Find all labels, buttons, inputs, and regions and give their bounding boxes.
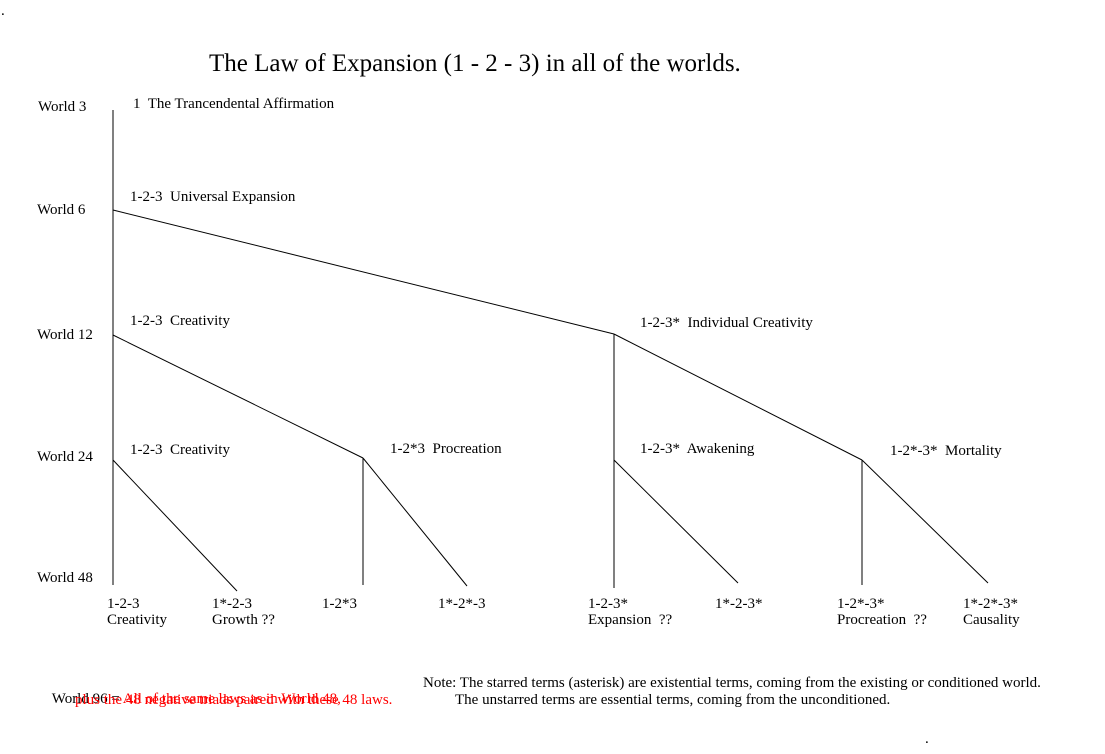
leaf-triad: 1-2*3	[322, 596, 357, 612]
leaf-term: Causality	[963, 612, 1020, 628]
leaf-term: Expansion ??	[588, 612, 673, 628]
leaf-triad: 1*-2*-3	[438, 596, 486, 612]
world-label-world-6: World 6	[37, 202, 86, 218]
leaf-term: Growth ??	[212, 612, 275, 628]
leaf-triad: 1*-2*-3*	[963, 596, 1018, 612]
world96-footnote-line1: World 96 = All of the same laws as in Wo…	[37, 675, 341, 723]
world96-footnote-prefix: World 96 =	[51, 691, 123, 707]
world-label-world-3: World 3	[38, 99, 87, 115]
leaf-label-1-2-3: 1-2-3 Creativity	[107, 596, 167, 628]
world-label-world-48: World 48	[37, 570, 93, 586]
connector-line	[112, 334, 364, 459]
connector-line	[613, 333, 863, 461]
leaf-triad: 1-2-3*	[588, 596, 628, 612]
node-label-1-2-3-procreation: 1-2*3 Procreation	[390, 441, 502, 457]
leaf-term: Creativity	[107, 612, 167, 628]
connector-line	[362, 457, 468, 587]
connector-line	[613, 459, 739, 584]
page-title: The Law of Expansion (1 - 2 - 3) in all …	[209, 50, 741, 77]
node-label-1-2-3-individual-creativity: 1-2-3* Individual Creativity	[640, 315, 813, 331]
world96-footnote-line2: plus the 48 negative triads paired with …	[75, 692, 393, 708]
node-label-1-2-3-mortality: 1-2*-3* Mortality	[890, 443, 1002, 459]
top-left-dot: .	[1, 3, 5, 19]
bottom-right-dot: .	[925, 731, 929, 747]
leaf-label-1-2-3: 1-2*3	[322, 596, 357, 612]
leaf-label-1-2-3: 1*-2-3*	[715, 596, 763, 612]
node-label-1-2-3-awakening: 1-2-3* Awakening	[640, 441, 755, 457]
leaf-label-1-2-3: 1-2-3* Expansion ??	[588, 596, 672, 628]
leaf-term: Procreation ??	[837, 612, 927, 628]
node-label-1-2-3-creativity: 1-2-3 Creativity	[130, 442, 230, 458]
node-label-1-the-trancendental-affirmation: 1 The Trancendental Affirmation	[133, 96, 335, 112]
leaf-triad: 1*-2-3*	[715, 596, 763, 612]
node-label-1-2-3-universal-expansion: 1-2-3 Universal Expansion	[130, 189, 296, 205]
leaf-label-1-2-3: 1-2*-3* Procreation ??	[837, 596, 927, 628]
asterisk-note-line2: The unstarred terms are essential terms,…	[455, 692, 891, 708]
leaf-label-1-2-3: 1*-2*-3* Causality	[963, 596, 1020, 628]
node-label-1-2-3-creativity: 1-2-3 Creativity	[130, 313, 230, 329]
connector-line	[112, 209, 615, 335]
connector-line	[861, 459, 989, 584]
world-label-world-24: World 24	[37, 449, 93, 465]
world96-footnote-red-text: All of the same laws as in World 48,	[122, 691, 341, 707]
leaf-triad: 1-2*-3*	[837, 596, 885, 612]
connector-line	[112, 459, 238, 592]
world-label-world-12: World 12	[37, 327, 93, 343]
leaf-triad: 1-2-3	[107, 596, 140, 612]
leaf-label-1-2-3: 1*-2*-3	[438, 596, 486, 612]
leaf-label-1-2-3: 1*-2-3 Growth ??	[212, 596, 275, 628]
asterisk-note-line1: Note: The starred terms (asterisk) are e…	[423, 675, 1041, 691]
leaf-triad: 1*-2-3	[212, 596, 252, 612]
